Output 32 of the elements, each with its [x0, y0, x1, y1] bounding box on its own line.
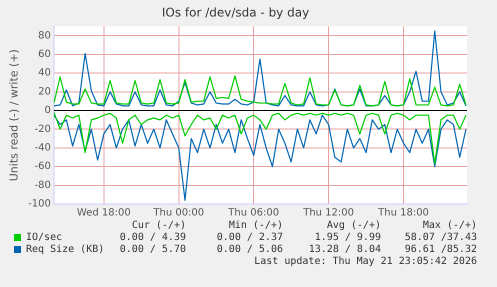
text: Min (-/+) — [228, 220, 283, 231]
text: 0.00 / 4.39 — [120, 232, 186, 243]
text: 1.95 / 9.99 — [314, 232, 381, 243]
y-tick-label: 80 — [38, 30, 51, 42]
x-tick-label: Thu 18:00 — [377, 208, 429, 219]
x-tick-label: Wed 18:00 — [76, 208, 131, 219]
y-tick-label: 60 — [38, 49, 51, 60]
text: Avg (-/+) — [326, 220, 381, 231]
x-tick-label: Thu 06:00 — [227, 208, 280, 219]
legend-label: IO/sec — [26, 232, 62, 243]
y-tick-label: 20 — [38, 86, 51, 98]
text: 58.07 /37.43 — [404, 232, 477, 243]
y-tick-label: -20 — [34, 124, 51, 135]
x-tick-label: Thu 00:00 — [152, 208, 204, 219]
x-tick-label: Thu 12:00 — [302, 208, 354, 219]
chart-title: IOs for /dev/sda - by day — [162, 5, 310, 20]
text: 96.61 /85.32 — [404, 244, 477, 255]
y-tick-label: 0 — [44, 105, 51, 116]
text: 0.00 / 2.37 — [216, 232, 283, 243]
y-tick-label: -80 — [34, 180, 51, 191]
text: Max (-/+) — [422, 220, 477, 231]
text: 0.00 / 5.06 — [216, 244, 283, 255]
legend-label: Req Size (KB) — [26, 244, 104, 255]
text: 13.28 / 8.04 — [308, 244, 381, 255]
text: 0.00 / 5.70 — [120, 244, 186, 255]
y-tick-label: -60 — [34, 161, 51, 172]
y-tick-label: -100 — [28, 198, 51, 210]
text: Last update: Thu May 21 23:05:42 2026 — [254, 256, 477, 267]
text: Cur (-/+) — [132, 220, 186, 231]
y-tick-label: -40 — [34, 142, 51, 154]
y-axis-title: Units read (-) / write (+) — [7, 49, 20, 182]
y-tick-label: 40 — [38, 68, 51, 79]
